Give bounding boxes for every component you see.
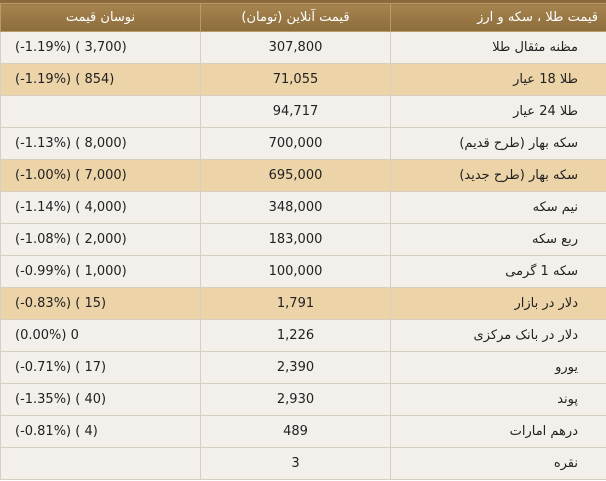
row-name: سکه بهار (طرح جدید) [390,159,606,192]
row-price: 2,390 [200,351,391,384]
row-change: (-1.35%) ( 40) [0,383,201,416]
row-price: 100,000 [200,255,391,288]
row-change: (-1.13%) ( 8,000) [0,127,201,160]
header-change: نوسان قیمت [0,3,201,32]
row-name: دلار در بازار [390,287,606,320]
row-change: (-1.00%) ( 7,000) [0,159,201,192]
table-row: سکه بهار (طرح قدیم) 700,000 (-1.13%) ( 8,0… [0,127,606,160]
row-change: (-1.19%) ( 854) [0,63,201,96]
row-price: 3 [200,447,391,480]
row-price: 695,000 [200,159,391,192]
row-price: 1,226 [200,319,391,352]
table-row: نقره 3 [0,447,606,480]
top-strip [0,0,606,3]
row-name: دلار در بانک مرکزی [390,319,606,352]
table-row: پوند 2,930 (-1.35%) ( 40) [0,383,606,416]
row-price: 489 [200,415,391,448]
row-name: یورو [390,351,606,384]
row-price: 1,791 [200,287,391,320]
table-row: ربع سکه 183,000 (-1.08%) ( 2,000) [0,223,606,256]
row-name: درهم امارات [390,415,606,448]
table-row: نیم سکه 348,000 (-1.14%) ( 4,000) [0,191,606,224]
row-name: پوند [390,383,606,416]
row-name: طلا 24 عیار [390,95,606,128]
row-price: 183,000 [200,223,391,256]
table-row: سکه بهار (طرح جدید) 695,000 (-1.00%) ( 7,0… [0,159,606,192]
row-name: نقره [390,447,606,480]
table-row: دلار در بازار 1,791 (-0.83%) ( 15) [0,287,606,320]
table-row: یورو 2,390 (-0.71%) ( 17) [0,351,606,384]
header-price: قیمت آنلاین (تومان) [200,3,391,32]
row-price: 2,930 [200,383,391,416]
row-name: سکه 1 گرمی [390,255,606,288]
row-change: (-1.19%) ( 3,700) [0,31,201,64]
row-change [0,447,201,480]
table-header-row: قیمت طلا ، سکه و ارز قیمت آنلاین (تومان)… [0,3,606,32]
table-row: طلا 18 عیار 71,055 (-1.19%) ( 854) [0,63,606,96]
table-row: سکه 1 گرمی 100,000 (-0.99%) ( 1,000) [0,255,606,288]
row-change: (0.00%) 0 [0,319,201,352]
table-row: طلا 24 عیار 94,717 [0,95,606,128]
table-row: دلار در بانک مرکزی 1,226 (0.00%) 0 [0,319,606,352]
row-name: نیم سکه [390,191,606,224]
row-name: ربع سکه [390,223,606,256]
row-change [0,95,201,128]
row-change: (-1.08%) ( 2,000) [0,223,201,256]
row-change: (-0.83%) ( 15) [0,287,201,320]
table-row: درهم امارات 489 (-0.81%) ( 4) [0,415,606,448]
row-name: سکه بهار (طرح قدیم) [390,127,606,160]
row-price: 700,000 [200,127,391,160]
row-price: 94,717 [200,95,391,128]
row-price: 307,800 [200,31,391,64]
row-name: مظنه مثقال طلا [390,31,606,64]
table-row: مظنه مثقال طلا 307,800 (-1.19%) ( 3,700) [0,31,606,64]
row-price: 71,055 [200,63,391,96]
header-name: قیمت طلا ، سکه و ارز [390,3,606,32]
row-change: (-0.99%) ( 1,000) [0,255,201,288]
price-table: قیمت طلا ، سکه و ارز قیمت آنلاین (تومان)… [0,3,606,480]
row-change: (-0.81%) ( 4) [0,415,201,448]
row-price: 348,000 [200,191,391,224]
row-change: (-0.71%) ( 17) [0,351,201,384]
row-name: طلا 18 عیار [390,63,606,96]
row-change: (-1.14%) ( 4,000) [0,191,201,224]
